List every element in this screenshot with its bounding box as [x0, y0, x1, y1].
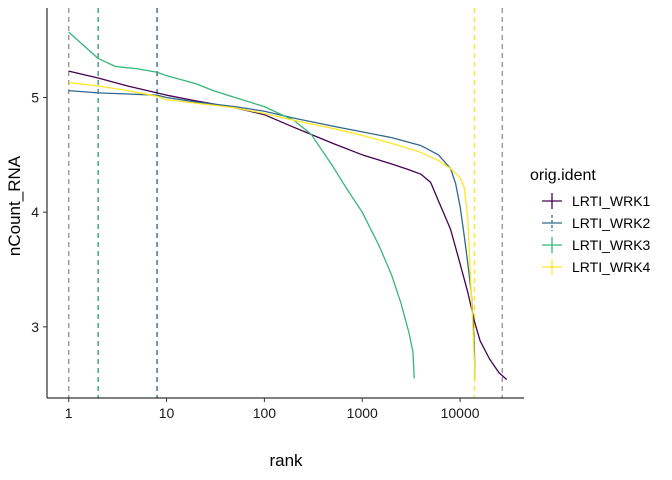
vline-layer: [68, 8, 503, 398]
legend-title: orig.ident: [530, 167, 596, 184]
legend-label: LRTI_WRK4: [572, 259, 651, 275]
legend-label: LRTI_WRK3: [572, 237, 651, 253]
legend-item-lrti_wrk4: LRTI_WRK4: [542, 259, 651, 275]
series-line-lrti_wrk4: [68, 81, 476, 379]
legend-label: LRTI_WRK1: [572, 193, 651, 209]
x-tick-label-1000: 1000: [347, 405, 378, 421]
legend-item-lrti_wrk2: LRTI_WRK2: [542, 215, 651, 231]
legend: orig.ident LRTI_WRK1LRTI_WRK2LRTI_WRK3LR…: [530, 167, 651, 275]
x-tick-label-100: 100: [253, 405, 277, 421]
y-tick-label-3: 3: [31, 319, 39, 335]
x-tick-label-10000: 10000: [441, 405, 480, 421]
axes-layer: [46, 8, 524, 399]
x-tick-label-10: 10: [159, 405, 175, 421]
x-tick-label-1: 1: [65, 405, 73, 421]
y-tick-label-5: 5: [31, 89, 39, 105]
y-axis-title: nCount_RNA: [5, 155, 24, 256]
y-tick-label-4: 4: [31, 204, 39, 220]
series-line-lrti_wrk2: [68, 89, 476, 379]
legend-item-lrti_wrk3: LRTI_WRK3: [542, 237, 651, 253]
legend-label: LRTI_WRK2: [572, 215, 651, 231]
x-axis-title: rank: [269, 451, 303, 470]
series-layer: [68, 31, 508, 381]
legend-entries: LRTI_WRK1 LRTI_WRK2 LRTI_WRK3 LRTI_WRK4: [542, 193, 651, 275]
series-line-lrti_wrk1: [68, 70, 508, 381]
ticks-layer: 1 10 100 1000 10000 3 4 5: [31, 89, 480, 421]
legend-item-lrti_wrk1: LRTI_WRK1: [542, 193, 651, 209]
